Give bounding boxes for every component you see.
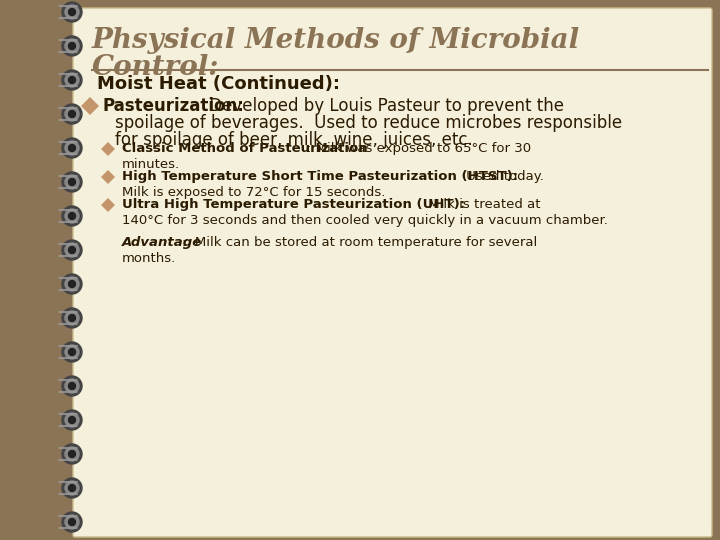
Circle shape (68, 213, 76, 219)
Circle shape (65, 141, 79, 155)
Circle shape (65, 345, 79, 359)
Text: Control:: Control: (92, 54, 220, 81)
Circle shape (62, 410, 82, 430)
Polygon shape (101, 170, 115, 184)
Circle shape (68, 246, 76, 253)
Circle shape (68, 314, 76, 321)
Circle shape (62, 206, 82, 226)
Circle shape (65, 379, 79, 393)
Circle shape (62, 2, 82, 22)
Circle shape (62, 342, 82, 362)
Circle shape (65, 515, 79, 529)
Circle shape (62, 376, 82, 396)
Text: 140°C for 3 seconds and then cooled very quickly in a vacuum chamber.: 140°C for 3 seconds and then cooled very… (122, 214, 608, 227)
Circle shape (65, 481, 79, 495)
Text: Developed by Louis Pasteur to prevent the: Developed by Louis Pasteur to prevent th… (204, 97, 564, 115)
Circle shape (68, 9, 76, 16)
Circle shape (68, 43, 76, 50)
Circle shape (62, 138, 82, 158)
Circle shape (68, 77, 76, 84)
Text: minutes.: minutes. (122, 158, 180, 171)
Circle shape (65, 413, 79, 427)
Text: Milk is treated at: Milk is treated at (424, 198, 541, 211)
Text: months.: months. (122, 252, 176, 265)
Circle shape (65, 209, 79, 223)
Polygon shape (81, 97, 99, 115)
Circle shape (65, 243, 79, 257)
Circle shape (65, 447, 79, 461)
Text: High Temperature Short Time Pasteurization (HTST):: High Temperature Short Time Pasteurizati… (122, 170, 518, 183)
Circle shape (68, 179, 76, 186)
Circle shape (62, 512, 82, 532)
Polygon shape (101, 198, 115, 212)
Circle shape (65, 107, 79, 121)
Circle shape (65, 175, 79, 189)
Circle shape (68, 382, 76, 389)
Circle shape (62, 444, 82, 464)
Text: Advantage: Advantage (122, 236, 202, 249)
Circle shape (65, 73, 79, 87)
Text: Used today.: Used today. (462, 170, 544, 183)
Circle shape (68, 145, 76, 152)
Circle shape (62, 70, 82, 90)
Text: spoilage of beverages.  Used to reduce microbes responsible: spoilage of beverages. Used to reduce mi… (115, 114, 622, 132)
Text: Moist Heat (Continued):: Moist Heat (Continued): (97, 75, 340, 93)
Circle shape (65, 311, 79, 325)
Text: :  Milk can be stored at room temperature for several: : Milk can be stored at room temperature… (182, 236, 537, 249)
Text: Milk is exposed to 72°C for 15 seconds.: Milk is exposed to 72°C for 15 seconds. (122, 186, 385, 199)
Text: Phsysical Methods of Microbial: Phsysical Methods of Microbial (92, 27, 580, 54)
Circle shape (68, 450, 76, 457)
Text: for spoilage of beer, milk, wine, juices, etc.: for spoilage of beer, milk, wine, juices… (115, 131, 473, 149)
Circle shape (62, 172, 82, 192)
Circle shape (68, 348, 76, 355)
Text: Ultra High Temperature Pasteurization (UHT):: Ultra High Temperature Pasteurization (U… (122, 198, 465, 211)
Text: Pasteurization:: Pasteurization: (103, 97, 245, 115)
Circle shape (65, 277, 79, 291)
Circle shape (68, 484, 76, 491)
Text: : Milk was exposed to 65°C for 30: : Milk was exposed to 65°C for 30 (307, 142, 531, 155)
Circle shape (68, 111, 76, 118)
Polygon shape (101, 142, 115, 156)
Circle shape (68, 518, 76, 525)
FancyBboxPatch shape (73, 8, 712, 537)
Circle shape (62, 36, 82, 56)
Circle shape (62, 274, 82, 294)
Circle shape (65, 39, 79, 53)
Circle shape (62, 478, 82, 498)
Circle shape (65, 5, 79, 19)
Circle shape (62, 240, 82, 260)
Text: Classic Method of Pasteurization: Classic Method of Pasteurization (122, 142, 368, 155)
Circle shape (62, 104, 82, 124)
Circle shape (68, 416, 76, 423)
Circle shape (68, 280, 76, 287)
Circle shape (62, 308, 82, 328)
